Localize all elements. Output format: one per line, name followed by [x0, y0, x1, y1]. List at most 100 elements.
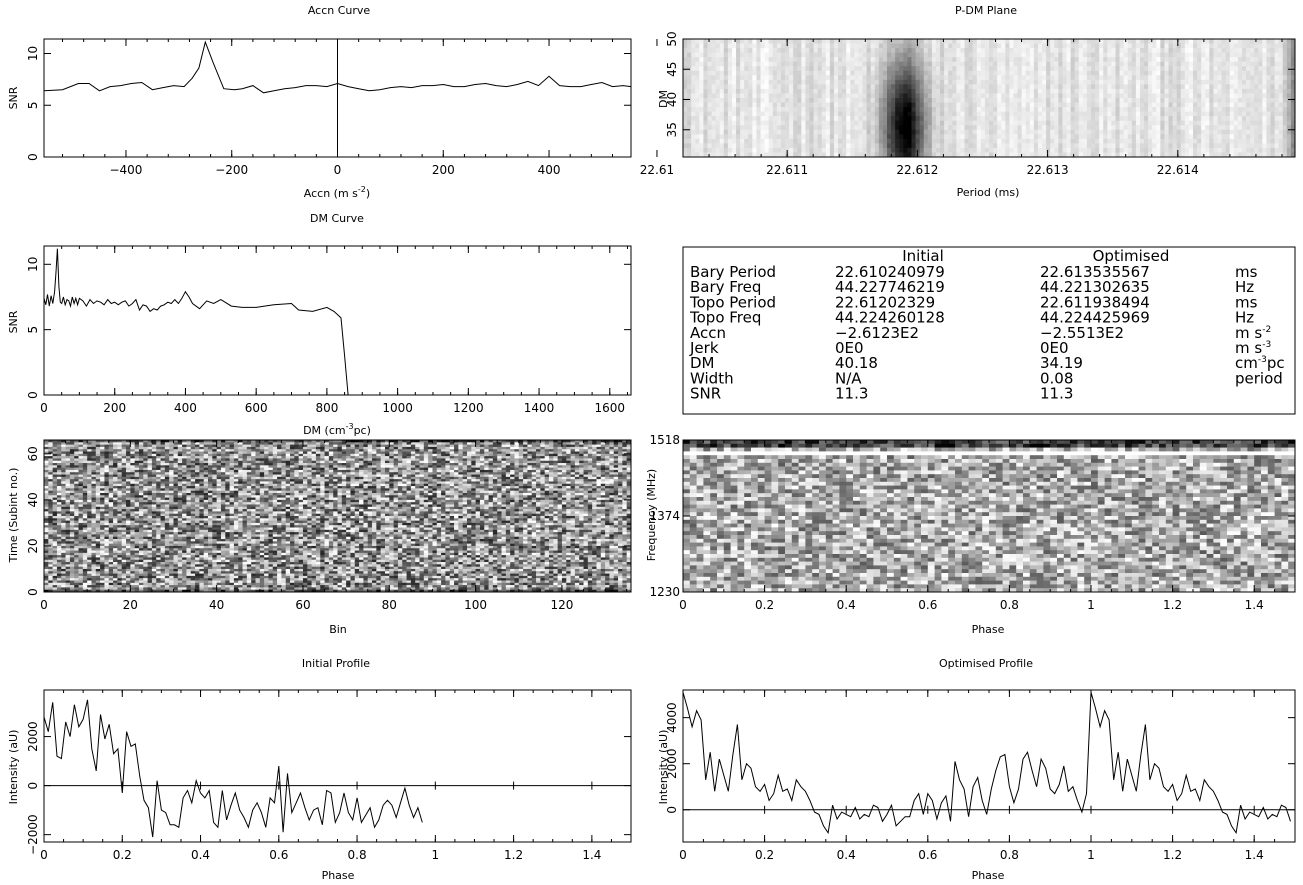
pdm-cell	[736, 139, 740, 144]
pdm-cell	[1115, 130, 1119, 135]
waterfall-cell	[540, 445, 545, 448]
pdm-cell	[1071, 84, 1075, 89]
pdm-cell	[1262, 130, 1266, 135]
pdm-cell	[703, 139, 707, 144]
waterfall-cell	[221, 449, 226, 452]
pdm-cell	[1034, 66, 1038, 71]
waterfall-cell	[156, 447, 161, 450]
pdm-cell	[1230, 148, 1234, 153]
pdm-cell	[863, 80, 867, 85]
waterfall-cell	[338, 442, 343, 445]
pdm-cell	[858, 116, 862, 121]
pdm-cell	[683, 93, 687, 98]
pdm-cell	[1128, 57, 1132, 62]
pdm-cell	[1246, 71, 1250, 76]
waterfall-cell	[523, 447, 528, 450]
pdm-cell	[1283, 148, 1287, 153]
pdm-cell	[1164, 93, 1168, 98]
waterfall-cell	[208, 447, 213, 450]
pdm-cell	[867, 112, 871, 117]
pdm-cell	[773, 125, 777, 130]
pdm-cell	[879, 89, 883, 94]
pdm-cell	[785, 143, 789, 148]
pdm-cell	[1205, 62, 1209, 67]
pdm-cell	[1005, 103, 1009, 108]
waterfall-cell	[562, 445, 567, 448]
waterfall-cell	[514, 449, 519, 452]
pdm-cell	[830, 139, 834, 144]
waterfall-cell	[510, 442, 515, 445]
waterfall-cell	[191, 452, 196, 455]
pdm-cell	[1107, 130, 1111, 135]
pdm-cell	[1095, 80, 1099, 85]
pdm-cell	[826, 75, 830, 80]
pdm-cell	[863, 98, 867, 103]
pdm-cell	[1103, 57, 1107, 62]
pdm-cell	[1095, 44, 1099, 49]
pdm-cell	[732, 125, 736, 130]
pdm-cell	[1185, 48, 1189, 53]
pdm-cell	[1091, 89, 1095, 94]
pdm-cell	[891, 139, 895, 144]
pdm-cell	[956, 98, 960, 103]
pdm-cell	[789, 80, 793, 85]
pdm-cell	[756, 112, 760, 117]
pdm-cell	[867, 143, 871, 148]
pdm-cell	[1242, 121, 1246, 126]
pdm-cell	[707, 134, 711, 139]
pdm-cell	[1136, 107, 1140, 112]
pdm-cell	[1075, 48, 1079, 53]
waterfall-cell	[532, 452, 537, 455]
pdm-cell	[777, 134, 781, 139]
pdm-cell	[712, 103, 716, 108]
pdm-cell	[1250, 57, 1254, 62]
pdm-cell	[985, 143, 989, 148]
pdm-cell	[899, 112, 903, 117]
waterfall-cell	[152, 442, 157, 445]
pdm-cell	[801, 80, 805, 85]
pdm-cell	[814, 143, 818, 148]
pdm-cell	[789, 57, 793, 62]
pdm-cell	[846, 62, 850, 67]
pdm-cell	[1018, 130, 1022, 135]
pdm-cell	[1189, 130, 1193, 135]
pdm-cell	[1185, 53, 1189, 58]
waterfall-cell	[575, 447, 580, 450]
pdm-cell	[1258, 134, 1262, 139]
pdm-cell	[1107, 75, 1111, 80]
pdm-cell	[1067, 107, 1071, 112]
pdm-cell	[887, 71, 891, 76]
waterfall-cell	[53, 452, 58, 455]
pdm-cell	[863, 53, 867, 58]
pdm-cell	[977, 71, 981, 76]
pdm-cell	[1050, 143, 1054, 148]
pdm-y-tick-label: 45	[665, 62, 679, 77]
pdm-cell	[1144, 98, 1148, 103]
pdm-cell	[887, 80, 891, 85]
pdm-cell	[687, 62, 691, 67]
pdm-cell	[899, 130, 903, 135]
pdm-cell	[1262, 134, 1266, 139]
pdm-cell	[932, 75, 936, 80]
pdm-cell	[1067, 134, 1071, 139]
waterfall-cell	[57, 454, 62, 457]
waterfall-cell	[74, 454, 79, 457]
pdm-cell	[936, 98, 940, 103]
waterfall-cell	[48, 449, 53, 452]
pdm-cell	[1026, 139, 1030, 144]
pdm-cell	[1058, 112, 1062, 117]
pdm-cell	[1071, 139, 1075, 144]
pdm-cell	[956, 62, 960, 67]
pdm-cell	[1173, 139, 1177, 144]
pdm-cell	[1238, 89, 1242, 94]
pdm-cell	[1226, 125, 1230, 130]
pdm-cell	[789, 53, 793, 58]
pdm-cell	[907, 112, 911, 117]
pdm-cell	[1254, 121, 1258, 126]
waterfall-cell	[437, 452, 442, 455]
pdm-cell	[1005, 80, 1009, 85]
pdm-cell	[985, 84, 989, 89]
pdm-cell	[789, 84, 793, 89]
pdm-cell	[724, 93, 728, 98]
pdm-cell	[1128, 48, 1132, 53]
